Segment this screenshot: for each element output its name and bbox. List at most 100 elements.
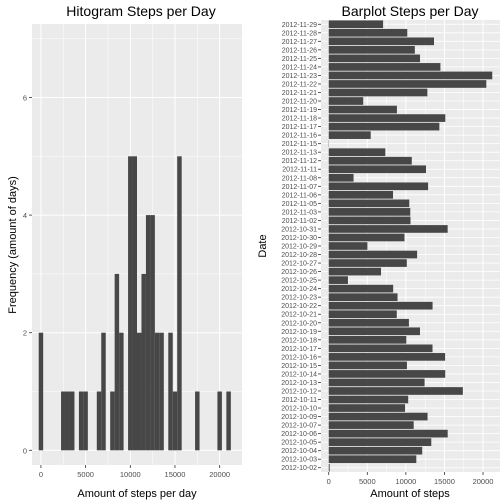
barplot-bar: [328, 284, 394, 293]
histogram-bar: [226, 391, 231, 451]
barplot-bar: [328, 156, 412, 165]
barplot-y-tick-label: 2012-10-22: [281, 303, 317, 310]
barplot-y-tick-label: 2012-11-03: [282, 209, 317, 216]
barplot-y-tick-label: 2012-11-02: [282, 218, 317, 225]
barplot-y-tick-label: 2012-10-17: [281, 346, 317, 353]
barplot-bar: [328, 63, 441, 71]
histogram-bar: [119, 332, 124, 451]
barplot-y-tick-label: 2012-11-23: [282, 73, 317, 80]
barplot-bar: [328, 310, 397, 319]
barplot-y-tick-label: 2012-11-20: [282, 99, 317, 106]
barplot-y-tick-label: 2012-11-05: [282, 201, 317, 208]
histogram-bar: [132, 156, 137, 451]
barplot-bar: [328, 148, 386, 157]
barplot-bar: [328, 404, 406, 412]
barplot-y-tick-label: 2012-11-07: [282, 184, 317, 191]
barplot-y-tick-label: 2012-10-10: [281, 406, 317, 413]
barplot-y-tick-label: 2012-11-24: [282, 64, 317, 71]
barplot-bar: [328, 97, 364, 105]
barplot-y-tick-label: 2012-11-12: [282, 158, 317, 165]
histogram-bar: [78, 391, 84, 451]
histogram-y-axis-label: Frequency (amount of days): [7, 176, 19, 314]
barplot-x-tick-label: 20000: [473, 477, 494, 486]
barplot-bar: [328, 122, 440, 131]
barplot-bar: [328, 361, 407, 370]
histogram-bar: [114, 273, 120, 451]
histogram-bar: [159, 332, 164, 451]
barplot-y-tick-label: 2012-11-19: [282, 107, 317, 114]
barplot-bar: [328, 199, 410, 208]
histogram-bar: [172, 391, 178, 451]
barplot-y-tick-label: 2012-11-13: [282, 150, 317, 157]
histogram-bar: [154, 332, 160, 451]
barplot-bar: [328, 88, 428, 97]
barplot-y-tick-label: 2012-10-20: [281, 320, 317, 327]
barplot-bar: [328, 387, 463, 395]
barplot-y-tick-label: 2012-11-16: [282, 133, 317, 140]
barplot-bar: [328, 182, 429, 191]
barplot-y-tick-label: 2012-10-26: [281, 269, 317, 276]
barplot-bar: [328, 233, 405, 242]
barplot-y-tick-label: 2012-10-03: [281, 457, 317, 464]
barplot-y-tick-label: 2012-11-15: [282, 141, 317, 148]
barplot-y-tick-label: 2012-10-27: [281, 261, 317, 268]
barplot-y-tick-label: 2012-10-09: [281, 414, 317, 421]
histogram-bar: [217, 391, 222, 451]
histogram-bar: [69, 391, 75, 451]
histogram-x-tick-label: 10000: [120, 470, 141, 479]
barplot-y-tick-label: 2012-11-08: [282, 175, 317, 182]
barplot-bar: [328, 216, 411, 225]
barplot-y-tick-label: 2012-10-12: [281, 388, 317, 395]
barplot-x-axis-label: Amount of steps: [370, 488, 450, 500]
histogram-bars: [38, 156, 231, 451]
barplot-title: Barplot Steps per Day: [342, 3, 479, 19]
barplot-y-tick-label: 2012-11-06: [282, 192, 317, 199]
barplot-bar: [328, 327, 420, 336]
histogram-bar: [145, 215, 151, 451]
barplot-bar: [328, 301, 433, 310]
histogram-title: Hitogram Steps per Day: [66, 3, 215, 19]
barplot-bar: [328, 225, 448, 233]
histogram-bar: [110, 391, 115, 451]
histogram-bar: [195, 391, 200, 451]
barplot-x-tick-label: 0: [327, 477, 331, 486]
barplot-bar: [328, 20, 384, 29]
histogram-y-tick-label: 0: [23, 446, 27, 455]
histogram-x-tick-label: 5000: [77, 470, 94, 479]
histogram-bar: [65, 391, 70, 451]
barplot-bar: [328, 438, 432, 446]
barplot-y-tick-label: 2012-11-29: [282, 22, 317, 29]
barplot-y-tick-label: 2012-10-30: [281, 235, 317, 242]
histogram-bar: [96, 391, 102, 451]
barplot-y-tick-label: 2012-10-15: [281, 363, 317, 370]
barplot-bar: [328, 190, 394, 199]
barplot-bar: [328, 455, 417, 464]
barplot-bar: [328, 293, 398, 302]
histogram-bar: [177, 156, 182, 451]
histogram-bar: [168, 332, 173, 451]
barplot-bar: [328, 412, 428, 421]
barplot-y-tick-label: 2012-10-13: [281, 380, 317, 387]
barplot-bar: [328, 395, 409, 404]
barplot-bar: [328, 165, 426, 174]
barplot-y-axis-label: Date: [257, 234, 269, 257]
barplot-y-tick-label: 2012-11-21: [282, 90, 317, 97]
barplot-bar: [328, 131, 371, 139]
barplot-bar: [328, 46, 415, 54]
barplot-bar: [328, 114, 446, 122]
barplot-y-tick-label: 2012-11-27: [282, 39, 317, 46]
barplot-bar: [328, 54, 421, 63]
barplot-bar: [328, 446, 423, 455]
barplot-bar: [328, 80, 487, 88]
barplot-y-tick-label: 2012-11-25: [282, 56, 317, 63]
barplot-x-tick-label: 5000: [359, 477, 376, 486]
histogram-bar: [83, 391, 88, 451]
barplot-bar: [328, 378, 425, 387]
histogram-x-tick-label: 20000: [209, 470, 230, 479]
histogram-x-tick-label: 0: [39, 470, 43, 479]
histogram-y-tick-label: 2: [23, 329, 27, 338]
barplot-y-tick-label: 2012-10-11: [282, 397, 317, 404]
histogram-x-axis: 0 5000 10000 15000 20000: [39, 465, 230, 479]
